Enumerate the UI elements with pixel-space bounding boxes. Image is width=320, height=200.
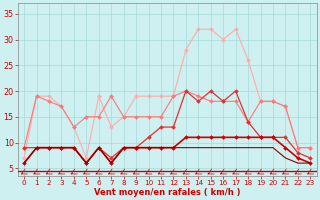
X-axis label: Vent moyen/en rafales ( km/h ): Vent moyen/en rafales ( km/h ) (94, 188, 240, 197)
